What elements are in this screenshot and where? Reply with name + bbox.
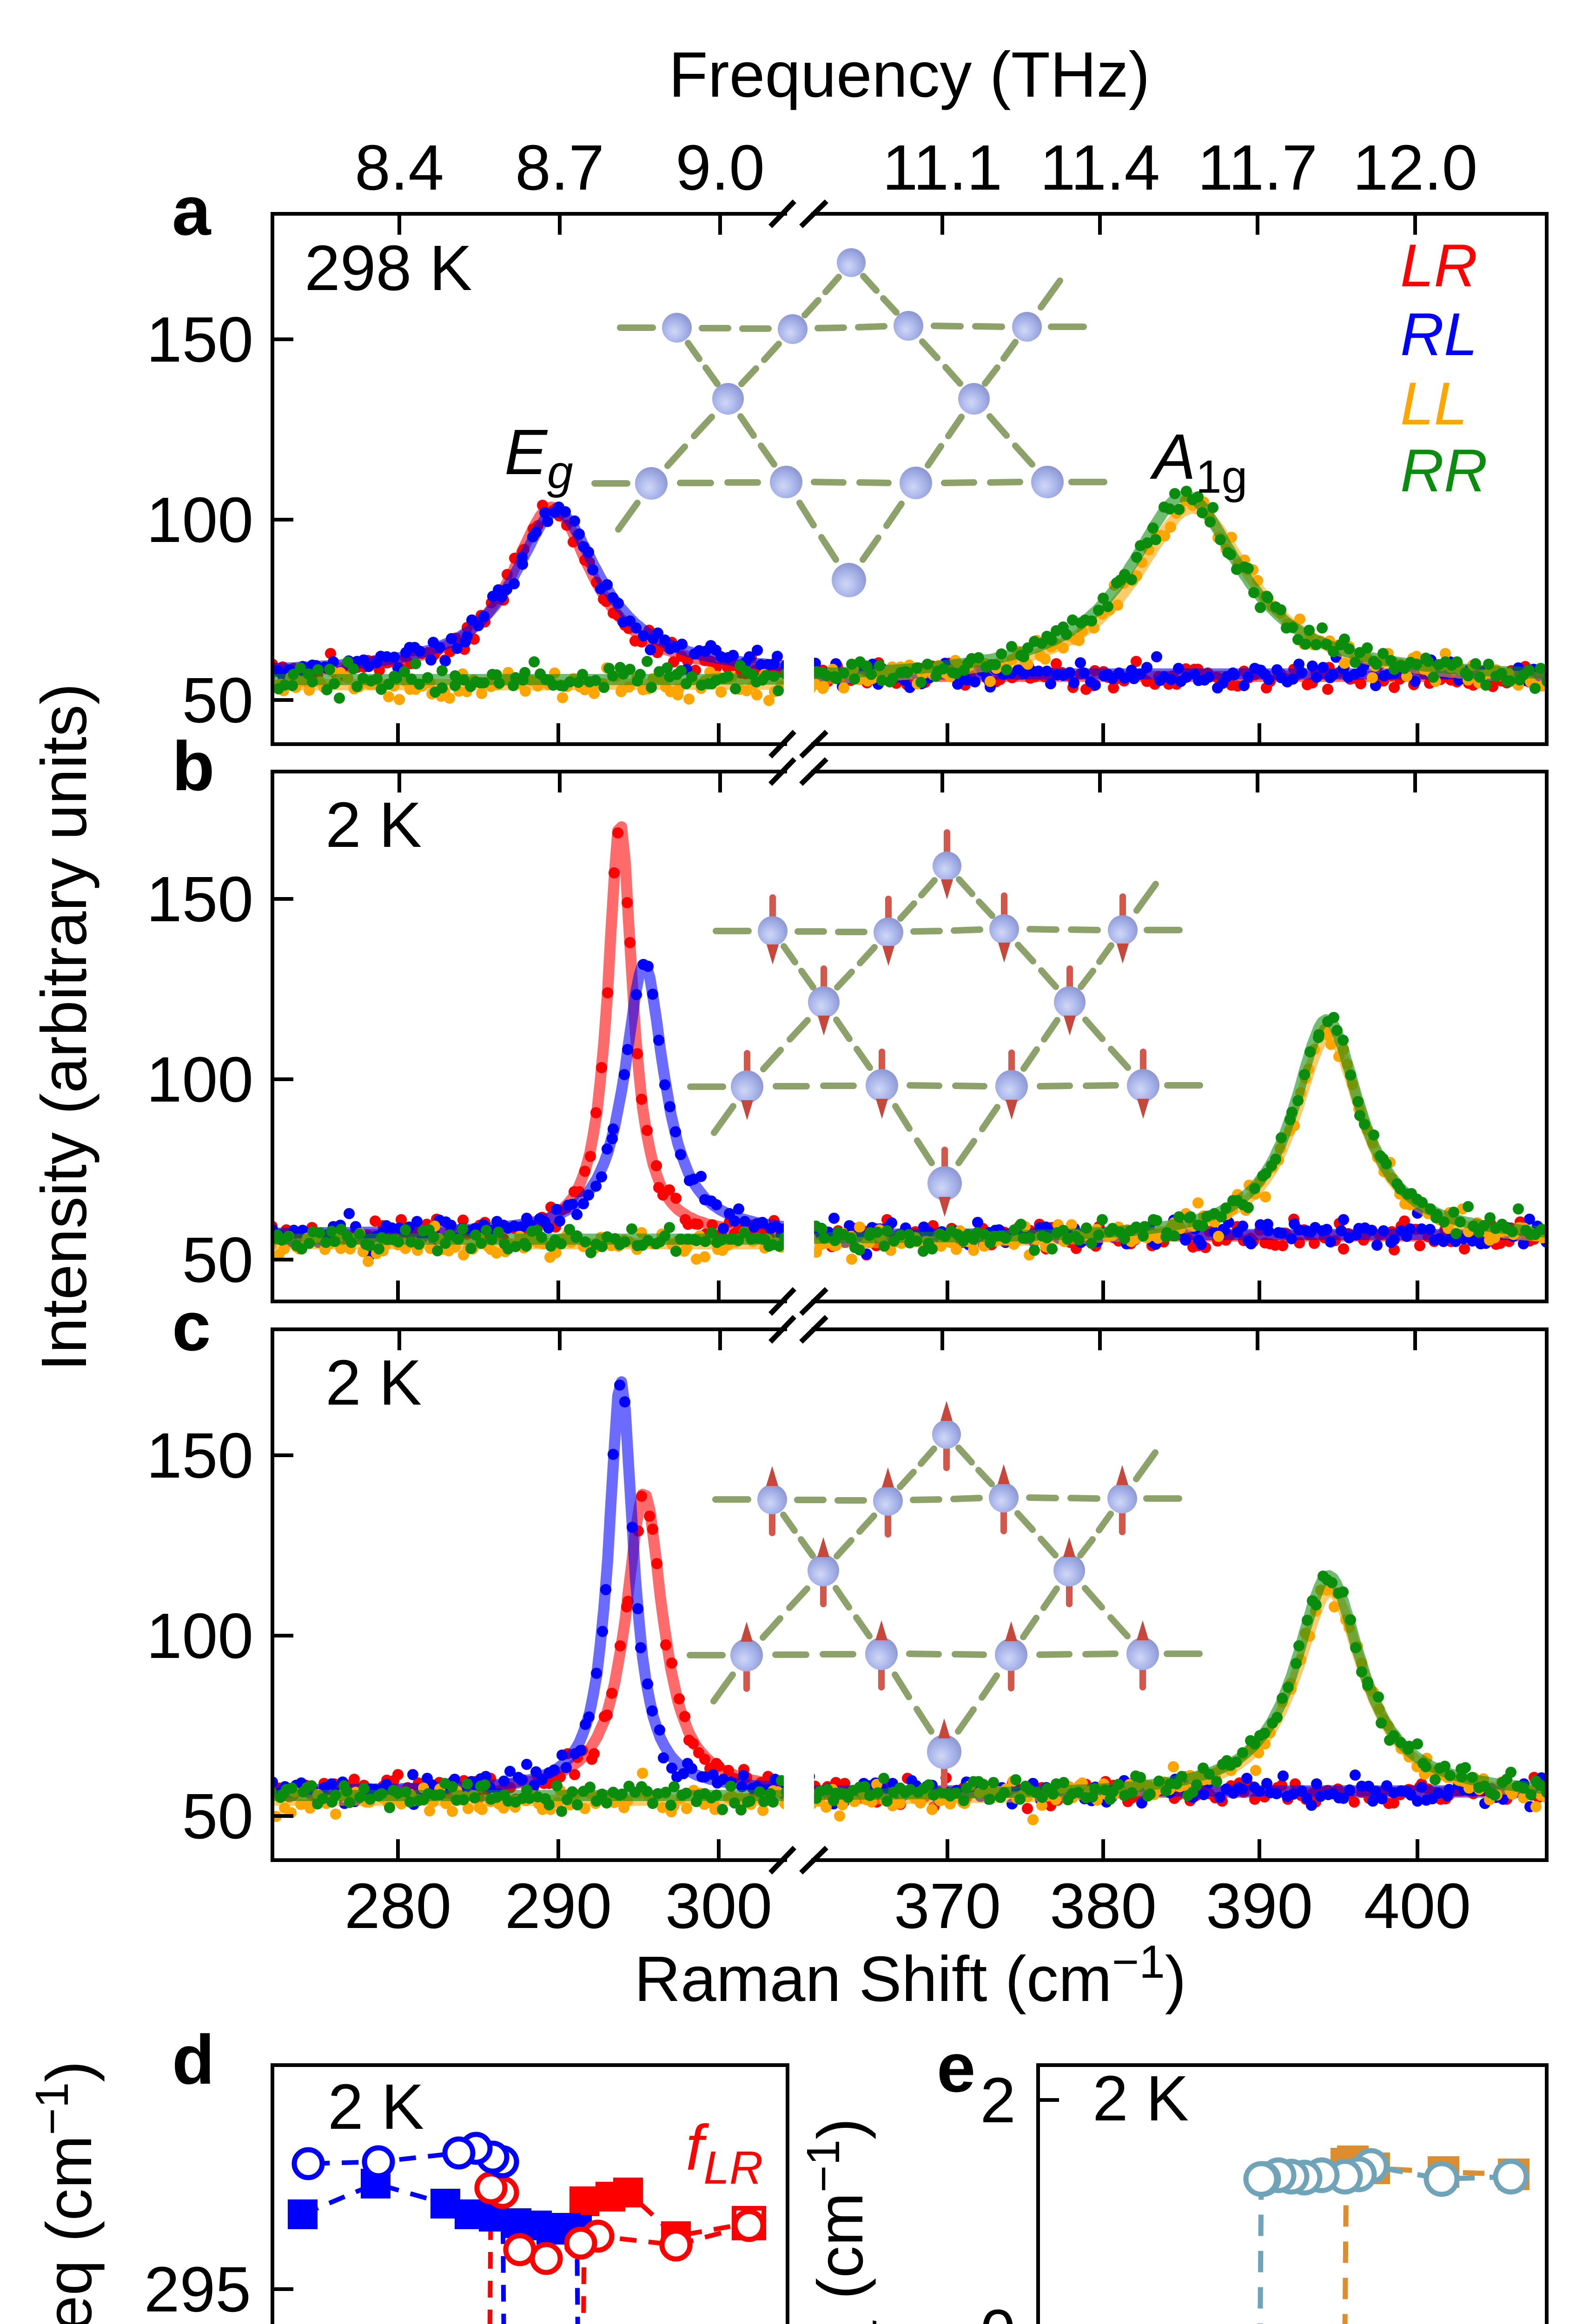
svg-text:9.0: 9.0 xyxy=(675,132,765,204)
svg-text:Frequency (THz): Frequency (THz) xyxy=(669,39,1150,111)
svg-text:2: 2 xyxy=(980,2065,1016,2136)
svg-text:2 K: 2 K xyxy=(325,789,422,861)
svg-text:380: 380 xyxy=(1050,1870,1157,1942)
svg-text:100: 100 xyxy=(146,1600,253,1672)
svg-text:150: 150 xyxy=(146,864,253,935)
svg-text:298 K: 298 K xyxy=(305,232,472,304)
svg-text:2 K: 2 K xyxy=(328,2071,424,2143)
svg-text:2 K: 2 K xyxy=(1092,2063,1189,2134)
svg-text:Eg: Eg xyxy=(504,416,573,498)
svg-text:c: c xyxy=(172,1287,211,1365)
svg-text:290: 290 xyxy=(505,1870,612,1942)
svg-text:11.1: 11.1 xyxy=(882,132,1002,204)
svg-text:Intensity (arbitrary units): Intensity (arbitrary units) xyxy=(28,683,100,1371)
svg-text:0: 0 xyxy=(980,2297,1016,2324)
svg-text:280: 280 xyxy=(344,1870,451,1942)
svg-text:150: 150 xyxy=(146,304,253,376)
svg-text:e: e xyxy=(937,2028,975,2106)
svg-text:11.4: 11.4 xyxy=(1040,132,1160,204)
svg-text:a: a xyxy=(172,172,212,250)
svg-text:Raman Shift (cm−1): Raman Shift (cm−1) xyxy=(634,1936,1186,2015)
svg-text:LR: LR xyxy=(1400,231,1477,299)
svg-text:370: 370 xyxy=(894,1870,1001,1942)
svg-text:RL: RL xyxy=(1400,300,1477,368)
svg-text:50: 50 xyxy=(182,1781,254,1852)
svg-text:A1g: A1g xyxy=(1150,421,1247,503)
svg-text:400: 400 xyxy=(1364,1870,1471,1942)
svg-text:300: 300 xyxy=(665,1870,772,1942)
svg-text:fLR − fRL (cm−1): fLR − fRL (cm−1) xyxy=(797,2118,887,2324)
svg-text:8.4: 8.4 xyxy=(355,132,444,204)
svg-text:11.7: 11.7 xyxy=(1198,132,1318,204)
svg-text:390: 390 xyxy=(1206,1870,1313,1942)
svg-text:8.7: 8.7 xyxy=(515,132,604,204)
svg-text:150: 150 xyxy=(146,1420,253,1492)
svg-text:RR: RR xyxy=(1400,436,1488,504)
svg-text:50: 50 xyxy=(182,665,254,736)
svg-text:b: b xyxy=(172,727,215,805)
svg-text:LL: LL xyxy=(1400,370,1468,437)
svg-text:2 K: 2 K xyxy=(325,1347,422,1419)
svg-text:100: 100 xyxy=(146,484,253,556)
svg-text:50: 50 xyxy=(182,1224,254,1296)
svg-text:12.0: 12.0 xyxy=(1353,132,1478,204)
svg-text:100: 100 xyxy=(146,1044,253,1116)
svg-text:d: d xyxy=(172,2020,215,2099)
svg-text:295: 295 xyxy=(144,2254,251,2324)
